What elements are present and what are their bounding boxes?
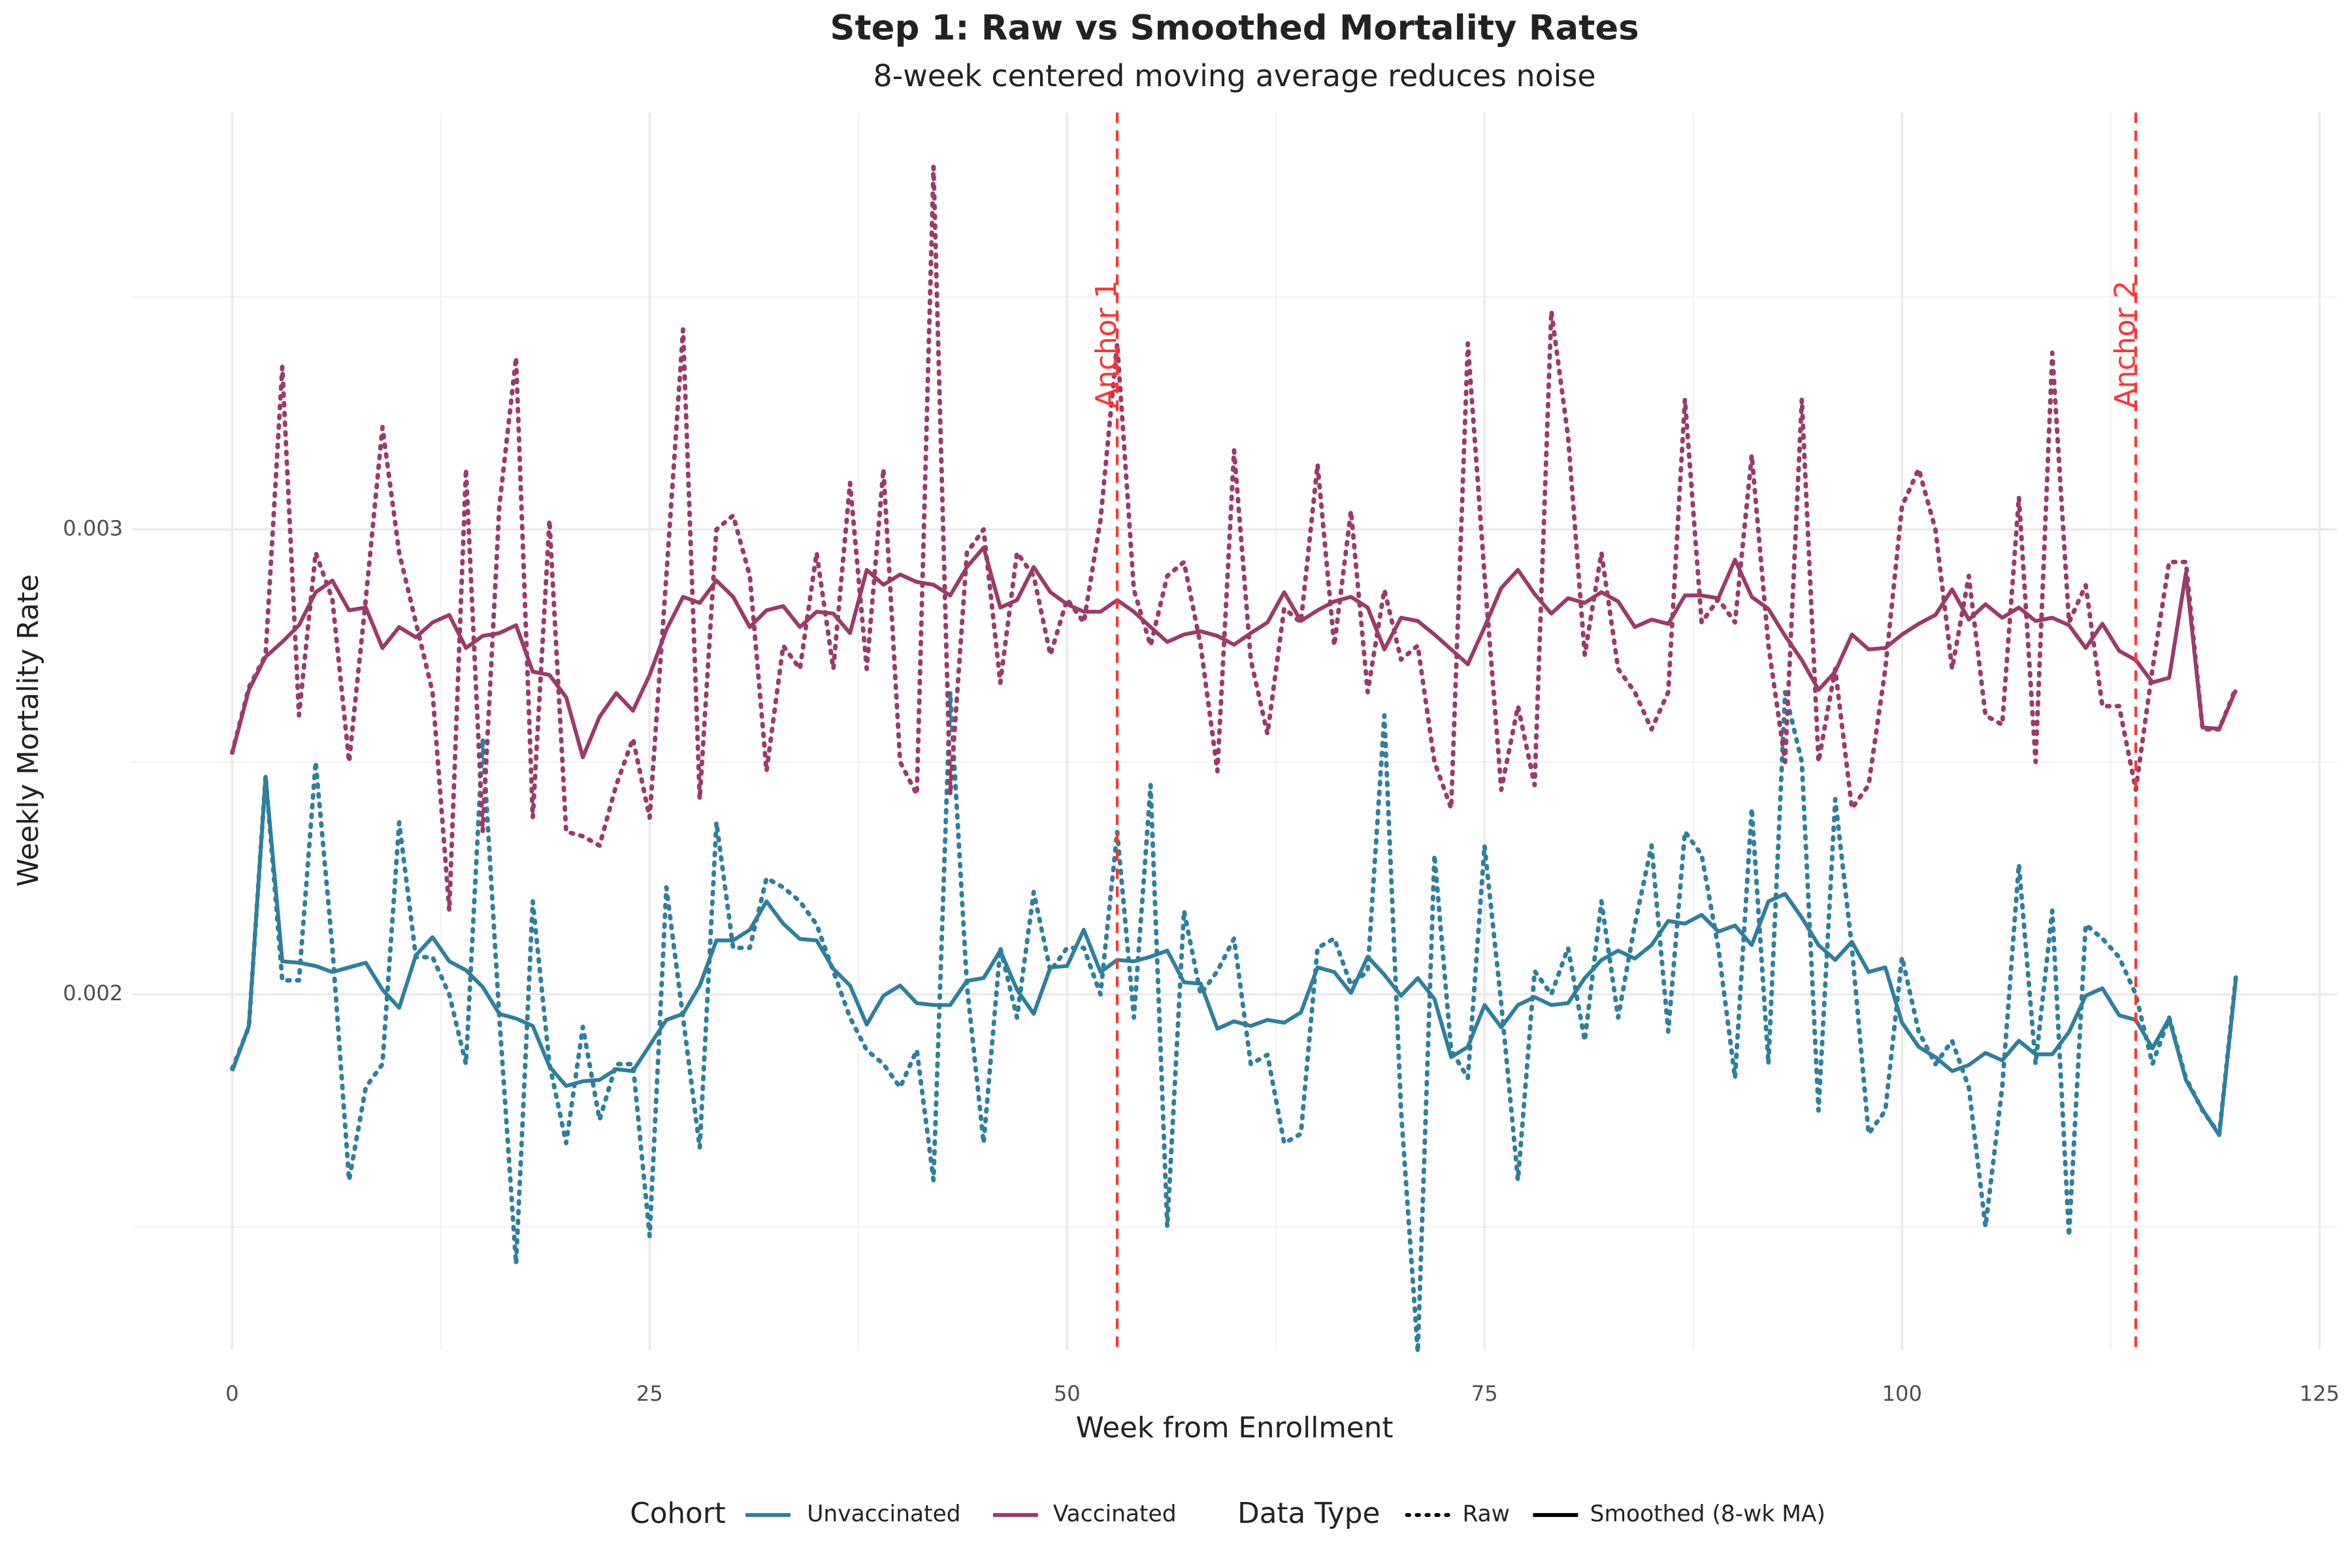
legend-label: Smoothed (8-wk MA) <box>1590 1501 1825 1527</box>
raw-line <box>229 164 2238 913</box>
legend-title: Data Type <box>1237 1497 1380 1530</box>
legend-label: Vaccinated <box>1053 1501 1177 1527</box>
x-tick-label: 125 <box>2300 1381 2340 1406</box>
anchor-label: Anchor 2 <box>2109 280 2142 408</box>
legend-title: Cohort <box>630 1497 725 1530</box>
x-axis-label: Week from Enrollment <box>1076 1412 1394 1445</box>
smoothed-line <box>230 774 2238 1137</box>
smoothed-line <box>230 546 2238 760</box>
chart-title: Step 1: Raw vs Smoothed Mortality Rates <box>830 8 1639 48</box>
x-tick-label: 0 <box>225 1381 238 1406</box>
legend: Cohort Data Type Unvaccinated Vaccinated R… <box>630 1497 1825 1530</box>
x-tick-label: 50 <box>1054 1381 1081 1406</box>
legend-label: Unvaccinated <box>807 1501 960 1527</box>
raw-line <box>229 689 2238 1355</box>
x-tick-label: 75 <box>1471 1381 1498 1406</box>
y-axis-label: Weekly Mortality Rate <box>12 574 45 887</box>
plot-area: Anchor 1 Anchor 2 <box>229 112 2238 1355</box>
x-tick-label: 25 <box>636 1381 663 1406</box>
chart-subtitle: 8-week centered moving average reduces n… <box>873 58 1595 93</box>
x-tick-label: 100 <box>1882 1381 1922 1406</box>
y-tick-label: 0.002 <box>63 981 123 1005</box>
anchor-label: Anchor 1 <box>1090 280 1123 408</box>
y-tick-label: 0.003 <box>63 515 123 540</box>
legend-label: Raw <box>1463 1501 1510 1527</box>
grid <box>132 112 2338 1350</box>
